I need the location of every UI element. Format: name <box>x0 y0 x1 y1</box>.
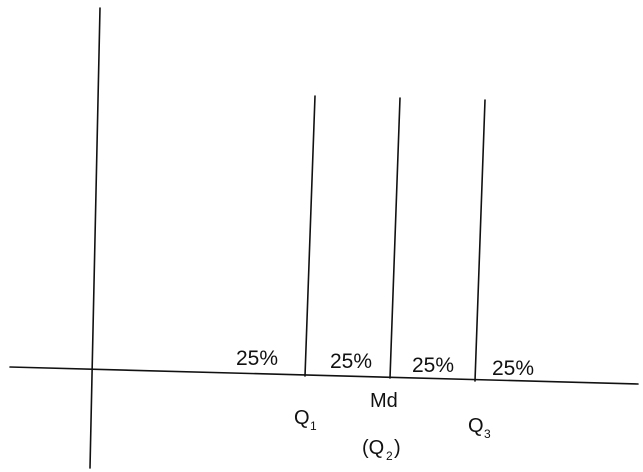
q2-subscript: 2 <box>386 449 393 463</box>
median-divider-line <box>389 97 401 379</box>
segment-3-percent: 25% <box>412 354 454 377</box>
median-label: Md <box>370 390 398 412</box>
q3-subscript: 3 <box>484 427 491 441</box>
x-axis <box>9 366 639 385</box>
q3-divider-line <box>474 99 486 382</box>
q1-subscript: 1 <box>310 419 317 433</box>
segment-4-percent: 25% <box>492 357 534 380</box>
y-axis <box>89 7 101 469</box>
q2-label: (Q 2 ) <box>362 437 401 463</box>
q2-close: ) <box>394 437 401 459</box>
q3-letter: Q <box>468 415 484 437</box>
segment-1-percent: 25% <box>236 347 278 370</box>
segment-2-percent: 25% <box>330 350 372 373</box>
q1-letter: Q <box>294 407 310 429</box>
q1-divider-line <box>304 95 316 377</box>
q3-label: Q 3 <box>468 415 491 441</box>
q2-open: (Q <box>362 437 384 459</box>
q1-label: Q 1 <box>294 407 317 433</box>
